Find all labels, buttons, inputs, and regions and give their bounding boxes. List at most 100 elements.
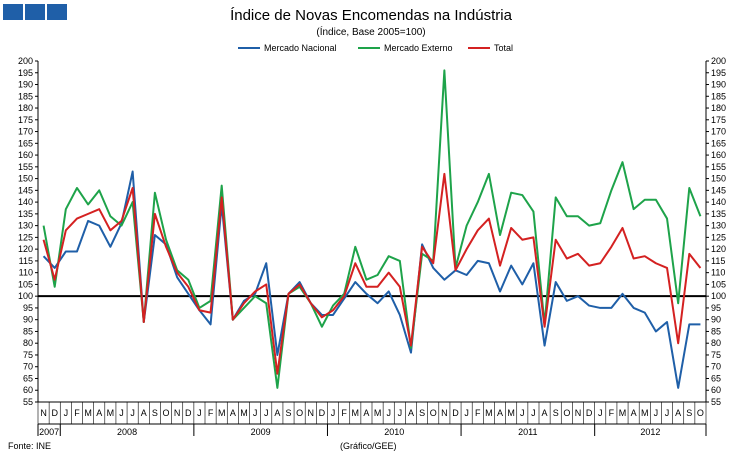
month-label: N [40,408,47,418]
y-tick-label-left: 155 [18,162,33,172]
month-label: N [308,408,315,418]
y-tick-label-right: 130 [711,221,726,231]
month-label: J [130,408,135,418]
month-label: J [197,408,202,418]
y-tick-label-right: 200 [711,56,726,66]
month-label: D [452,408,459,418]
month-label: S [686,408,692,418]
month-label: A [274,408,280,418]
y-tick-label-right: 120 [711,244,726,254]
month-label: A [497,408,503,418]
month-label: D [586,408,593,418]
month-label: O [296,408,303,418]
month-label: S [285,408,291,418]
year-label: 2007 [39,427,59,437]
y-tick-label-right: 140 [711,197,726,207]
y-tick-label-left: 195 [18,68,33,78]
year-label: 2008 [117,427,137,437]
y-tick-label-right: 145 [711,185,726,195]
y-tick-label-right: 95 [711,303,721,313]
legend: Mercado Nacional Mercado Externo Total [238,43,513,53]
year-label: 2011 [518,427,537,437]
y-tick-label-left: 90 [23,315,33,325]
y-tick-label-right: 155 [711,162,726,172]
month-label: J [386,408,391,418]
month-label: A [675,408,681,418]
series-line-mercado-externo [42,69,702,389]
y-tick-label-left: 185 [18,91,33,101]
y-tick-label-left: 95 [23,303,33,313]
month-label: M [218,408,226,418]
y-tick-label-right: 85 [711,326,721,336]
y-tick-label-left: 105 [18,279,33,289]
y-tick-label-left: 115 [19,256,33,266]
month-label: S [553,408,559,418]
month-label: A [363,408,369,418]
legend-label-total: Total [494,43,513,53]
month-label: M [507,408,515,418]
chart-title: Índice de Novas Encomendas na Indústria [230,7,512,24]
y-tick-label-right: 60 [711,385,721,395]
y-tick-label-left: 85 [23,326,33,336]
y-tick-label-left: 55 [23,397,33,407]
chart-subtitle: (Índice, Base 2005=100) [316,25,425,38]
series-line-mercado-nacional [42,170,701,389]
y-tick-label-left: 150 [18,174,33,184]
y-tick-label-left: 75 [23,350,33,360]
y-tick-label-left: 175 [18,115,33,125]
y-tick-label-left: 60 [23,385,33,395]
month-label: F [74,408,80,418]
month-label: J [598,408,603,418]
month-label: J [520,408,525,418]
y-tick-label-right: 125 [711,232,726,242]
month-label: S [152,408,158,418]
y-tick-label-left: 190 [18,80,33,90]
y-tick-label-right: 100 [711,291,726,301]
y-tick-label-left: 130 [18,221,33,231]
month-label: D [185,408,192,418]
month-label: F [475,408,481,418]
month-label: M [619,408,627,418]
month-label: D [319,408,326,418]
year-label: 2012 [640,427,660,437]
series-line-total [42,172,702,375]
month-label: J [398,408,403,418]
y-tick-label-left: 200 [18,56,33,66]
y-tick-label-right: 150 [711,174,726,184]
month-label: A [408,408,414,418]
month-label: O [163,408,170,418]
month-label: J [331,408,336,418]
y-tick-label-right: 175 [711,115,726,125]
y-tick-label-right: 170 [711,127,726,137]
logo-square-1 [3,4,23,20]
month-label: O [563,408,570,418]
month-label: J [253,408,258,418]
year-label: 2009 [251,427,271,437]
month-label: J [654,408,659,418]
y-tick-label-left: 140 [18,197,33,207]
y-tick-label-right: 105 [711,279,726,289]
month-label: M [485,408,493,418]
y-tick-label-left: 165 [18,138,33,148]
y-tick-label-right: 160 [711,150,726,160]
month-label: M [374,408,382,418]
y-tick-label-right: 70 [711,362,721,372]
y-tick-label-left: 70 [23,362,33,372]
month-label: D [51,408,58,418]
y-tick-label-right: 80 [711,338,721,348]
month-label: J [264,408,269,418]
month-label: F [609,408,615,418]
month-label: S [419,408,425,418]
top-left-squares [3,4,67,20]
month-label: A [542,408,548,418]
month-label: N [441,408,448,418]
y-tick-label-right: 110 [711,268,725,278]
credit-note: (Gráfico/GEE) [340,441,397,451]
month-label: A [141,408,147,418]
month-label: O [697,408,704,418]
month-label: M [84,408,92,418]
month-label: O [430,408,437,418]
month-label: N [174,408,181,418]
